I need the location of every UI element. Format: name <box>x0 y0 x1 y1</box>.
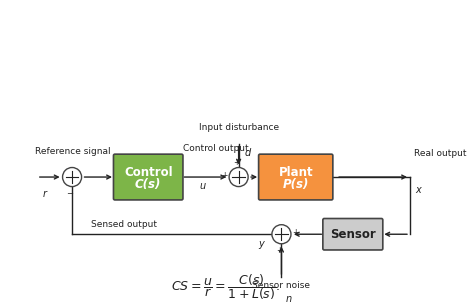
Text: P(s): P(s) <box>283 178 309 191</box>
Text: $CS = \dfrac{u}{r} = \dfrac{C(s)}{1+L(s)}.$: $CS = \dfrac{u}{r} = \dfrac{C(s)}{1+L(s)… <box>172 272 281 302</box>
Text: Plant: Plant <box>278 166 313 179</box>
Text: C(s): C(s) <box>135 178 162 191</box>
Text: $+$: $+$ <box>276 245 283 255</box>
Text: $d$: $d$ <box>244 146 253 157</box>
Text: $x$: $x$ <box>415 185 423 195</box>
Text: Input disturbance: Input disturbance <box>199 123 279 132</box>
FancyBboxPatch shape <box>113 154 183 200</box>
Circle shape <box>229 168 248 187</box>
Text: $-$: $-$ <box>66 188 74 196</box>
Text: $+$: $+$ <box>292 227 300 237</box>
Text: Control: Control <box>124 166 173 179</box>
Circle shape <box>272 225 291 244</box>
Text: Sensor: Sensor <box>330 228 376 241</box>
Text: Sensed output: Sensed output <box>91 220 157 229</box>
Text: $n$: $n$ <box>285 294 293 304</box>
FancyBboxPatch shape <box>259 154 333 200</box>
Text: $r$: $r$ <box>42 188 48 200</box>
Text: $y$: $y$ <box>258 239 266 251</box>
Text: Real output: Real output <box>414 149 466 158</box>
Text: Control output: Control output <box>183 144 249 153</box>
Text: Reference signal: Reference signal <box>35 147 110 156</box>
Text: $u$: $u$ <box>199 181 206 191</box>
FancyBboxPatch shape <box>323 219 383 250</box>
Circle shape <box>63 168 82 187</box>
Text: Sensor noise: Sensor noise <box>253 281 310 290</box>
Text: $+$: $+$ <box>233 157 240 167</box>
Text: $+$: $+$ <box>220 170 228 180</box>
